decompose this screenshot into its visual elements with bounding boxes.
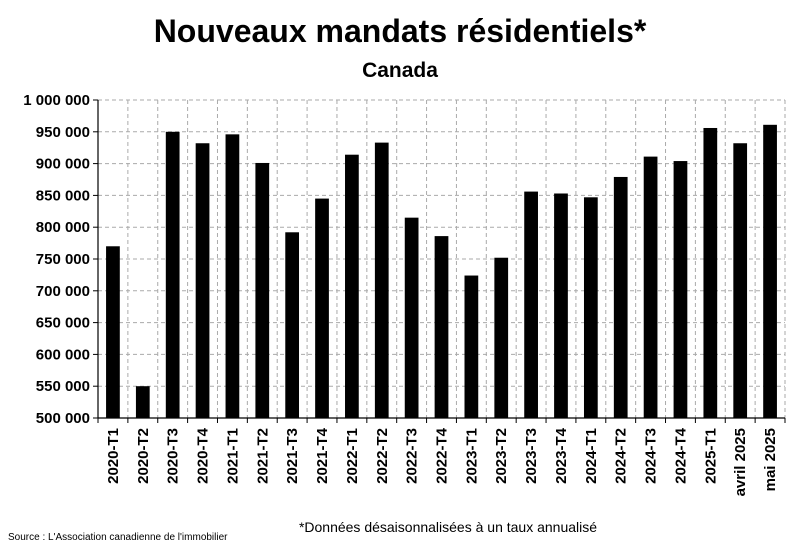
x-tick-label: 2023-T2 — [493, 428, 510, 484]
x-axis-ticks: 2020-T1 2020-T2 2020-T3 2020-T4 2021-T1 2021-… — [105, 427, 779, 496]
bar — [583, 197, 598, 418]
x-tick-label: 2020-T1 — [105, 428, 122, 484]
x-tick-label: 2020-T2 — [135, 428, 152, 484]
x-tick-label: 2022-T3 — [404, 428, 421, 484]
bar — [225, 134, 240, 418]
x-tick-label: avril 2025 — [732, 428, 749, 496]
x-tick-label: 2022-T1 — [344, 428, 361, 484]
y-tick-label: 900 000 — [36, 156, 90, 173]
axes — [93, 99, 786, 423]
chart-subtitle: Canada — [362, 59, 438, 82]
bar — [345, 154, 359, 419]
bar — [315, 198, 329, 418]
y-tick-label: 800 000 — [36, 219, 90, 236]
bar — [285, 232, 300, 418]
bar — [374, 142, 389, 418]
bar — [255, 162, 270, 418]
bar — [673, 161, 688, 418]
y-axis-ticks: 500 000 550 000 600 000 650 000 700 000 750 0… — [23, 92, 90, 427]
source-text: Source : L'Association canadienne de l'i… — [8, 532, 228, 543]
bar — [106, 246, 120, 418]
bar — [404, 217, 419, 418]
bar — [763, 124, 777, 418]
x-tick-label: 2021-T1 — [224, 428, 241, 484]
x-tick-label: 2023-T4 — [553, 427, 570, 484]
x-tick-label: 2021-T2 — [254, 428, 271, 484]
bar — [554, 193, 568, 418]
grid — [98, 99, 786, 418]
x-tick-label: 2023-T3 — [523, 428, 540, 484]
y-tick-label: 650 000 — [36, 315, 90, 332]
bar — [494, 257, 509, 418]
x-tick-label: 2021-T4 — [314, 427, 331, 484]
chart-title: Nouveaux mandats résidentiels* — [154, 13, 647, 49]
x-tick-label: 2022-T2 — [374, 428, 391, 484]
x-tick-label: 2024-T1 — [583, 428, 600, 484]
y-tick-label: 1 000 000 — [23, 92, 90, 109]
bar — [165, 131, 180, 419]
x-tick-label: 2021-T3 — [284, 428, 301, 484]
y-tick-label: 950 000 — [36, 124, 90, 141]
bar — [524, 191, 538, 418]
y-tick-label: 850 000 — [36, 187, 90, 204]
x-tick-label: mai 2025 — [762, 428, 779, 491]
bar — [434, 236, 449, 418]
y-tick-label: 500 000 — [36, 410, 90, 427]
bar — [135, 386, 150, 418]
footnote: *Données désaisonnalisées à un taux annu… — [299, 519, 597, 535]
x-tick-label: 2024-T2 — [613, 428, 630, 484]
y-tick-label: 700 000 — [36, 283, 90, 300]
y-tick-label: 550 000 — [36, 378, 90, 395]
x-tick-label: 2020-T3 — [165, 428, 182, 484]
x-tick-label: 2023-T1 — [463, 428, 480, 484]
y-tick-label: 750 000 — [36, 251, 90, 268]
y-tick-label: 600 000 — [36, 346, 90, 363]
x-tick-label: 2024-T3 — [643, 428, 660, 484]
bar — [195, 143, 210, 419]
x-tick-label: 2022-T4 — [434, 427, 451, 484]
bar — [643, 156, 658, 418]
bar — [464, 275, 479, 418]
bar — [733, 143, 748, 419]
x-tick-label: 2020-T4 — [195, 427, 212, 484]
x-tick-label: 2025-T1 — [702, 428, 719, 484]
bar — [703, 127, 718, 418]
bar — [613, 176, 628, 418]
bars — [106, 124, 777, 419]
x-tick-label: 2024-T4 — [672, 427, 689, 484]
